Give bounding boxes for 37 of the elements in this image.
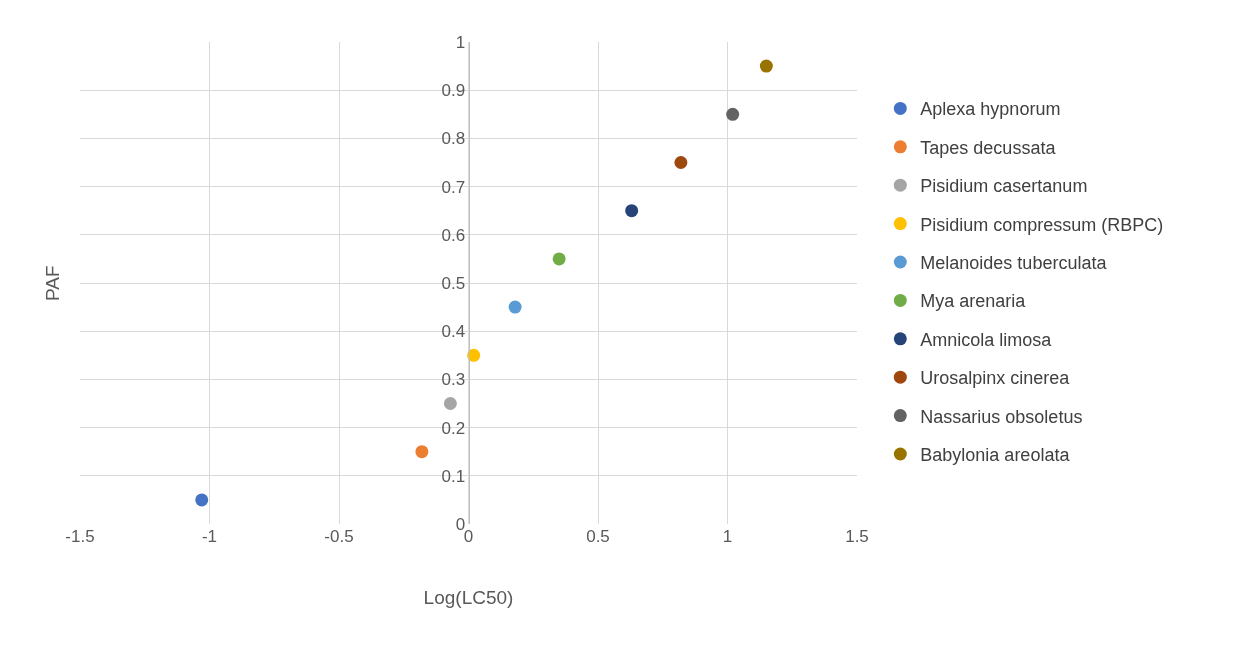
legend-label: Pisidium compressum (RBPC) (920, 214, 1164, 235)
point (625, 204, 639, 218)
legend-label: Tapes decussata (920, 137, 1057, 158)
point (552, 252, 566, 266)
legend-label: Urosalpinx cinerea (920, 368, 1071, 389)
legend-label: Pisidium casertanum (920, 176, 1088, 197)
y-tick-label: 0.1 (441, 466, 466, 486)
y-tick-label: 0.2 (441, 418, 466, 438)
y-tick-label: 0.4 (441, 322, 466, 342)
x-tick-label: -0.5 (324, 527, 354, 546)
x-tick-label: 1 (722, 527, 733, 546)
point (674, 156, 688, 169)
legend-label: Babylonia areolata (920, 445, 1071, 466)
point (195, 493, 209, 507)
y-tick-label: 0.3 (441, 370, 466, 390)
legend-label: Amnicola limosa (920, 329, 1053, 350)
x-tick-label: -1 (201, 527, 218, 546)
y-tick-label: 0.8 (441, 129, 466, 149)
y-tick-label: 0.7 (441, 177, 466, 197)
point (508, 300, 522, 314)
legend-label: Melanoides tuberculata (920, 253, 1108, 274)
x-axis-title: Log(LC50) (423, 586, 514, 608)
point (415, 445, 429, 459)
point (759, 59, 773, 73)
y-tick-label: 1 (455, 32, 466, 52)
y-axis-title: PAF (41, 265, 63, 301)
y-tick-label: 0.5 (441, 273, 466, 293)
legend-label: Nassarius obsoletus (920, 406, 1083, 427)
legend-label: Aplexa hypnorum (920, 99, 1061, 120)
x-tick-label: 0.5 (586, 527, 610, 546)
legend-label: Mya arenaria (920, 291, 1027, 312)
point (443, 397, 457, 410)
x-tick-label: 1.5 (845, 527, 869, 546)
x-tick-label: -1.5 (65, 527, 95, 546)
y-tick-label: 0.9 (441, 81, 466, 101)
point (726, 107, 740, 121)
y-tick-label: 0.6 (441, 225, 466, 245)
